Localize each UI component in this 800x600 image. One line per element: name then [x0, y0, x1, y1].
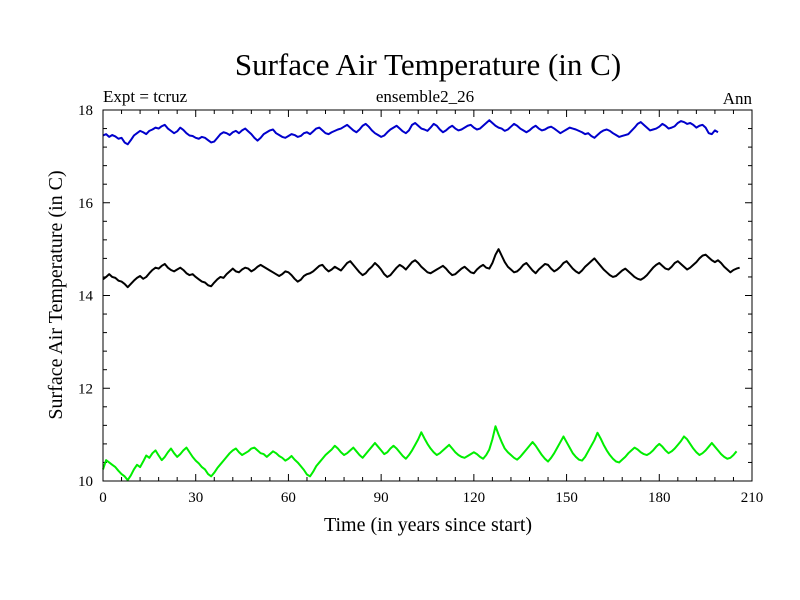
series-line-2	[102, 248, 740, 289]
x-axis-label: Time (in years since start)	[324, 514, 532, 536]
chart-title: Surface Air Temperature (in C)	[235, 47, 621, 82]
period-label: Ann	[723, 89, 753, 108]
y-tick-label: 18	[78, 103, 93, 119]
series-group	[102, 119, 740, 482]
series-line-1	[102, 119, 719, 146]
x-tick-label: 0	[99, 490, 107, 506]
x-tick-label: 30	[188, 490, 203, 506]
y-tick-label: 12	[78, 381, 93, 397]
y-tick-label: 16	[78, 196, 94, 212]
experiment-label: Expt = tcruz	[103, 87, 188, 106]
x-tick-label: 90	[374, 490, 389, 506]
x-tick-label: 210	[741, 490, 764, 506]
y-tick-label: 14	[78, 289, 94, 305]
plot-frame	[102, 109, 753, 482]
y-axis-label: Surface Air Temperature (in C)	[45, 170, 67, 419]
x-tick-label: 150	[555, 490, 578, 506]
y-tick-label: 10	[78, 474, 93, 490]
x-tick-label: 180	[648, 490, 671, 506]
ensemble-label: ensemble2_26	[376, 87, 474, 106]
series-line-3	[102, 425, 738, 482]
x-tick-label: 120	[463, 490, 486, 506]
x-tick-label: 60	[281, 490, 296, 506]
